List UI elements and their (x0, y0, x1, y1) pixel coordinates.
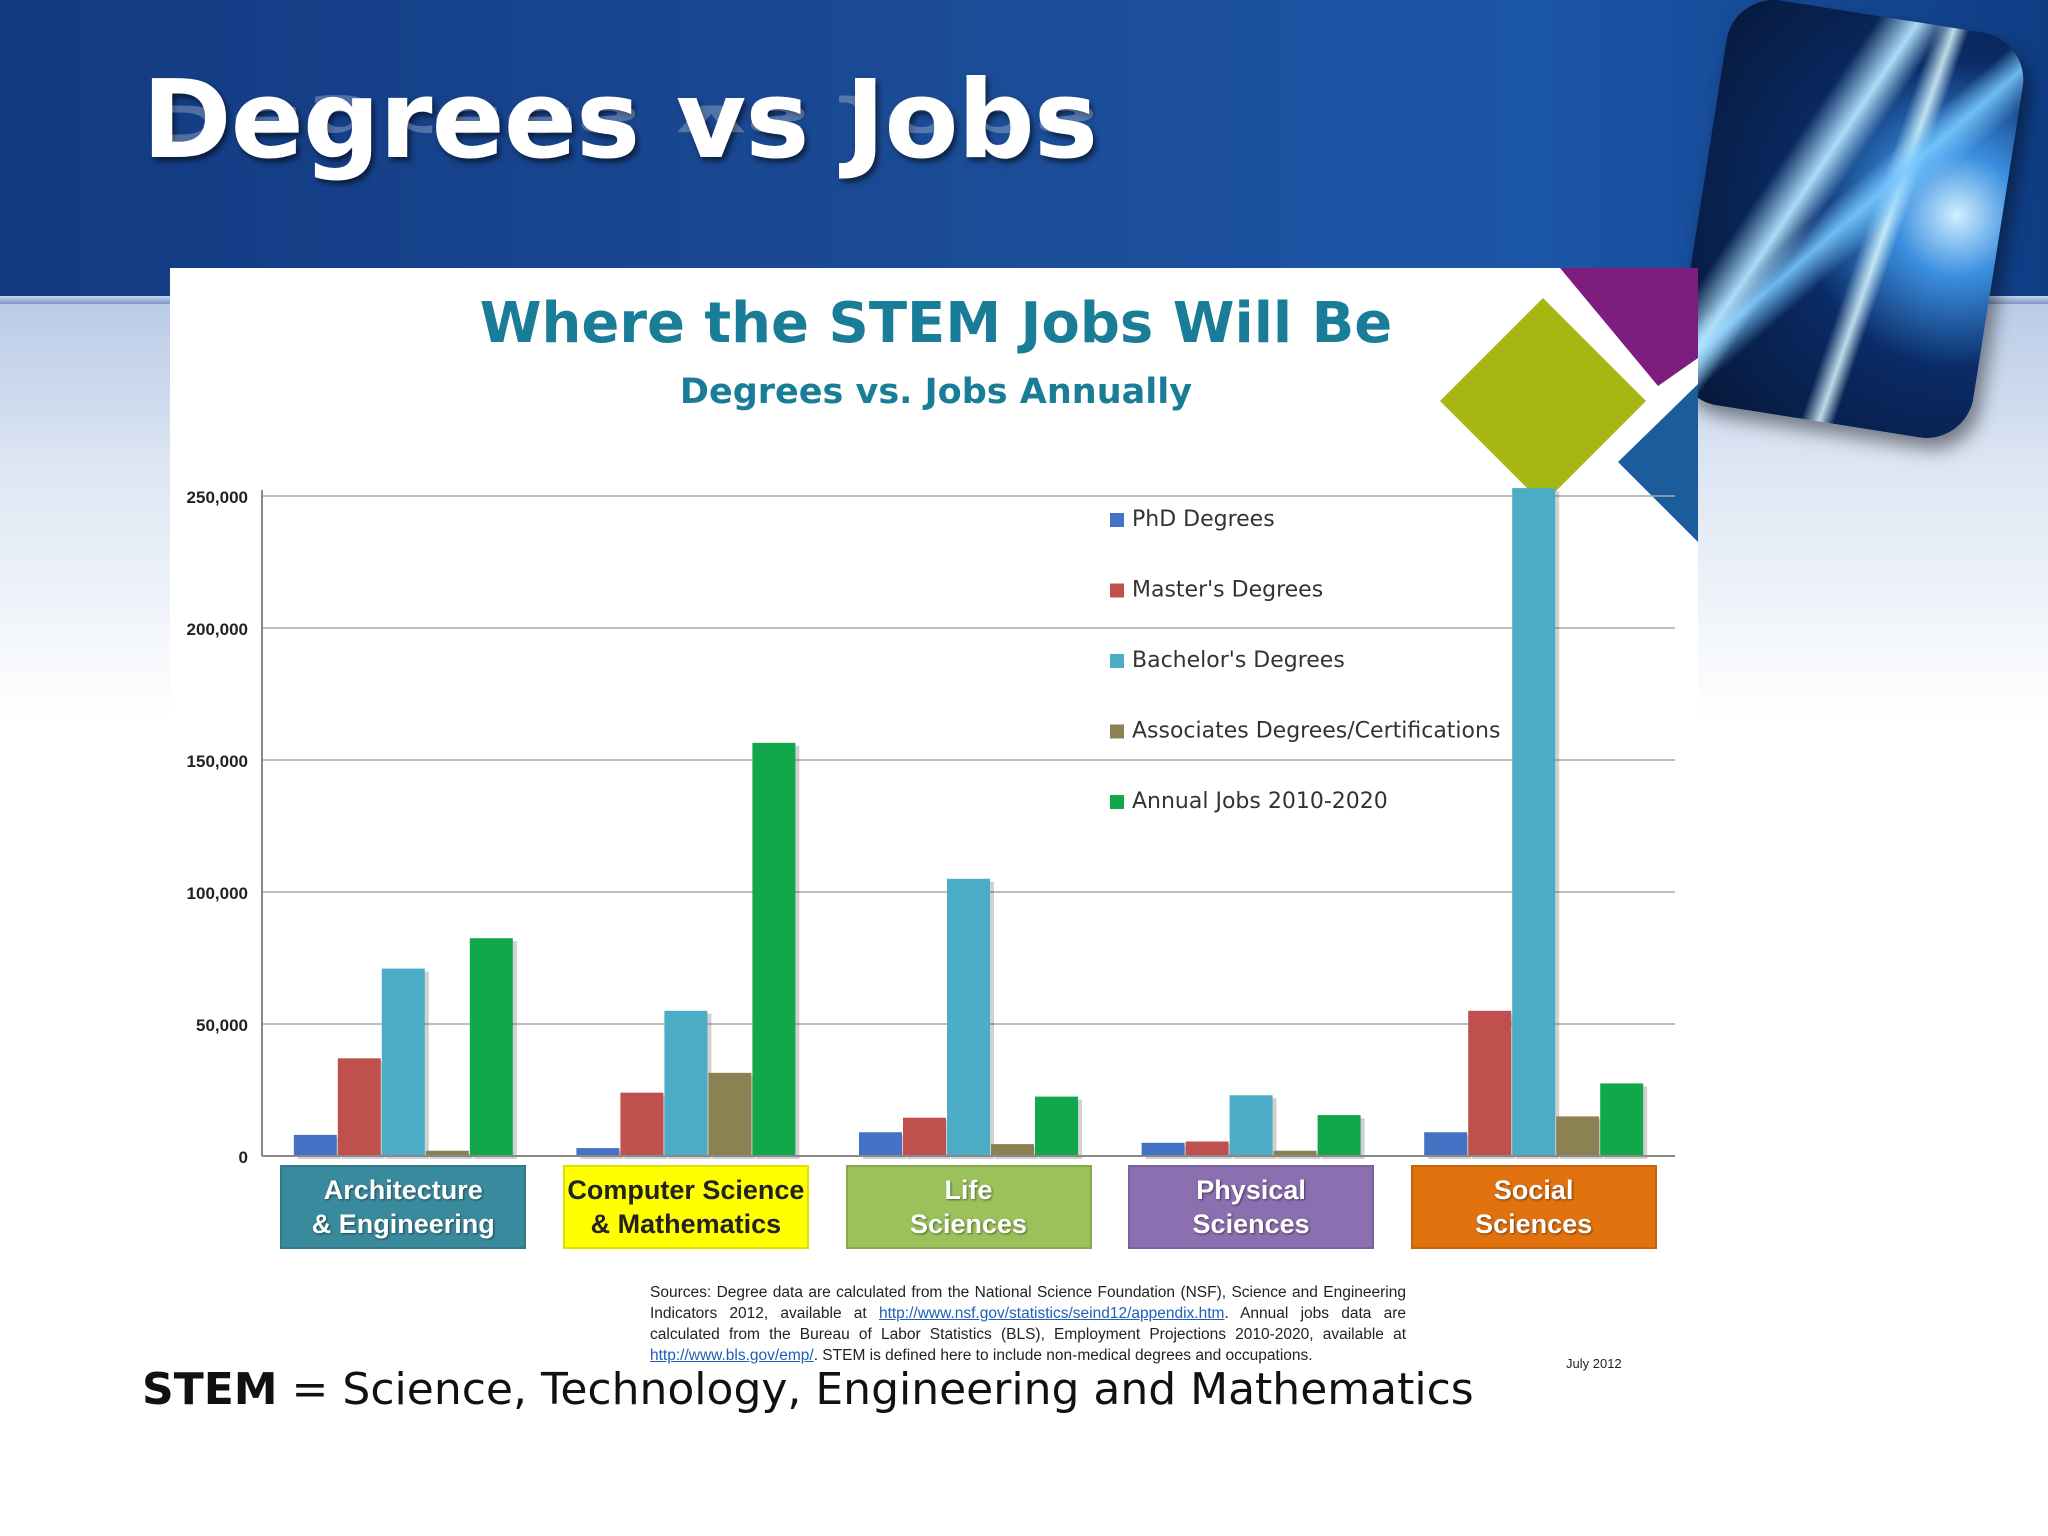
bar (293, 1134, 337, 1156)
category-label: Social Sciences (1475, 1175, 1593, 1239)
bls-link[interactable]: http://www.bls.gov/emp/ (650, 1347, 814, 1364)
bar (903, 1117, 946, 1156)
bar (576, 1148, 620, 1156)
bar (620, 1092, 664, 1156)
legend-swatch (1110, 654, 1124, 668)
sources-suffix: . STEM is defined here to include non-me… (813, 1347, 1313, 1364)
legend-label: Annual Jobs 2010-2020 (1132, 789, 1388, 814)
y-tick-label: 250,000 (187, 488, 248, 507)
bar (425, 1150, 469, 1156)
bar (1317, 1115, 1361, 1156)
legend-label: PhD Degrees (1132, 507, 1275, 532)
stem-definition-text: = Science, Technology, Engineering and M… (291, 1364, 1474, 1415)
chart-svg: Where the STEM Jobs Will Be Degrees vs. J… (187, 268, 1698, 1167)
chart-date: July 2012 (1566, 1356, 1622, 1371)
bar (337, 1058, 381, 1156)
chart-panel: Where the STEM Jobs Will Be Degrees vs. J… (170, 268, 1698, 1376)
y-tick-label: 100,000 (187, 884, 248, 903)
chart-title: Where the STEM Jobs Will Be (480, 291, 1393, 356)
category-label-box: Computer Science & Mathematics (562, 1165, 809, 1249)
category-label-box: Architecture & Engineering (280, 1165, 527, 1249)
bar (947, 878, 990, 1156)
bar (1556, 1116, 1600, 1156)
stem-term: STEM (142, 1364, 278, 1415)
accent-purple-shape (1560, 268, 1698, 386)
category-label: Life Sciences (909, 1175, 1028, 1239)
bar (1185, 1141, 1229, 1156)
legend-swatch (1110, 724, 1124, 739)
bar (469, 938, 513, 1156)
chart-sources: Sources: Degree data are calculated from… (650, 1282, 1406, 1366)
legend-swatch (1110, 513, 1124, 527)
bar (1468, 1010, 1512, 1156)
bar (991, 1144, 1034, 1156)
stem-definition: STEM = Science, Technology, Engineering … (142, 1364, 1474, 1415)
legend-swatch (1110, 795, 1124, 809)
y-tick-label: 0 (239, 1148, 248, 1167)
legend-label: Associates Degrees/Certifications (1132, 719, 1500, 744)
legend-label: Master's Degrees (1132, 578, 1323, 603)
bar (1424, 1132, 1468, 1156)
category-label-box: Life Sciences (845, 1165, 1092, 1249)
nsf-link[interactable]: http://www.nsf.gov/statistics/seind12/ap… (878, 1305, 1225, 1322)
bar (752, 742, 796, 1156)
bar (1273, 1150, 1317, 1156)
legend-swatch (1110, 583, 1124, 598)
accent-green-diamond (1440, 298, 1646, 504)
bar (381, 968, 425, 1156)
y-tick-label: 200,000 (187, 620, 248, 639)
bar (1035, 1096, 1078, 1156)
y-tick-label: 50,000 (196, 1016, 248, 1035)
y-tick-label: 150,000 (187, 752, 248, 771)
bar (1600, 1083, 1644, 1156)
sources-prefix: Sources: Degree data are calculated from… (650, 1284, 1406, 1322)
light-streak-logo (1669, 0, 2031, 445)
bar (1229, 1095, 1273, 1156)
category-label-box: Social Sciences (1410, 1165, 1657, 1249)
bar (708, 1072, 752, 1156)
sources-middle: . Annual jobs data are calculated from t… (650, 1305, 1406, 1343)
slide-title: Degrees vs Jobs (142, 58, 1098, 183)
bar (664, 1010, 708, 1156)
chart-subtitle: Degrees vs. Jobs Annually (680, 372, 1192, 412)
category-label: Architecture & Engineering (311, 1175, 495, 1239)
category-label: Physical Sciences (1192, 1175, 1310, 1239)
category-label-box: Physical Sciences (1128, 1165, 1375, 1249)
legend-label: Bachelor's Degrees (1132, 648, 1345, 673)
bar (1512, 488, 1556, 1156)
bar (1141, 1142, 1185, 1156)
slide-title-reflection: Degrees vs Jobs (142, 93, 1098, 150)
accent-blue-triangle (1618, 384, 1698, 542)
category-label: Computer Science & Mathematics (567, 1175, 805, 1239)
bar (859, 1132, 902, 1156)
